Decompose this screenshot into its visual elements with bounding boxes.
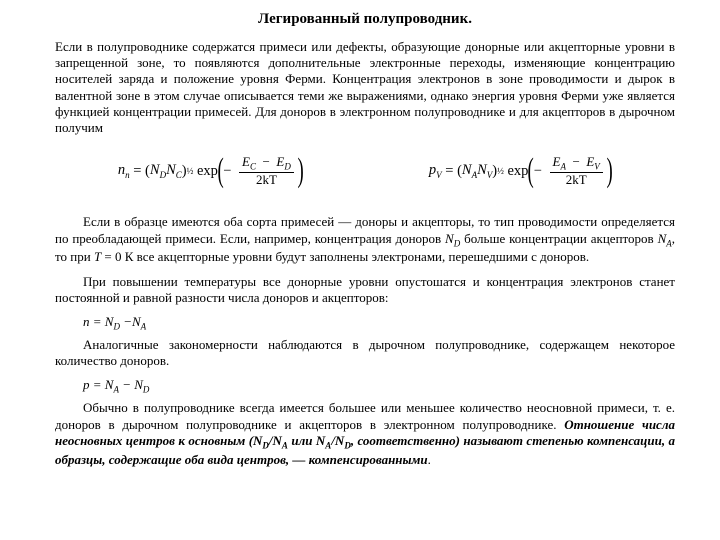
- p5: Обычно в полупроводнике всегда имеется б…: [55, 400, 675, 468]
- p2: Если в образце имеются оба сорта примесе…: [55, 214, 675, 265]
- eq-p-diff: p = NA − ND: [83, 377, 675, 396]
- equation-row: nn = ( ND NC )½ exp ( − EC − ED 2kT ) pV…: [55, 154, 675, 188]
- equation-nn: nn = ( ND NC )½ exp ( − EC − ED 2kT ): [118, 154, 303, 188]
- equation-pv: pV = ( NA NV )½ exp ( − EA − EV 2kT ): [429, 154, 612, 188]
- eq-n-diff: n = ND −NA: [83, 314, 675, 333]
- intro-paragraph: Если в полупроводнике содержатся примеси…: [55, 39, 675, 137]
- p4: Аналогичные закономерности наблюдаются в…: [55, 337, 675, 370]
- p3: При повышении температуры все донорные у…: [55, 274, 675, 307]
- page-title: Легированный полупроводник.: [55, 10, 675, 29]
